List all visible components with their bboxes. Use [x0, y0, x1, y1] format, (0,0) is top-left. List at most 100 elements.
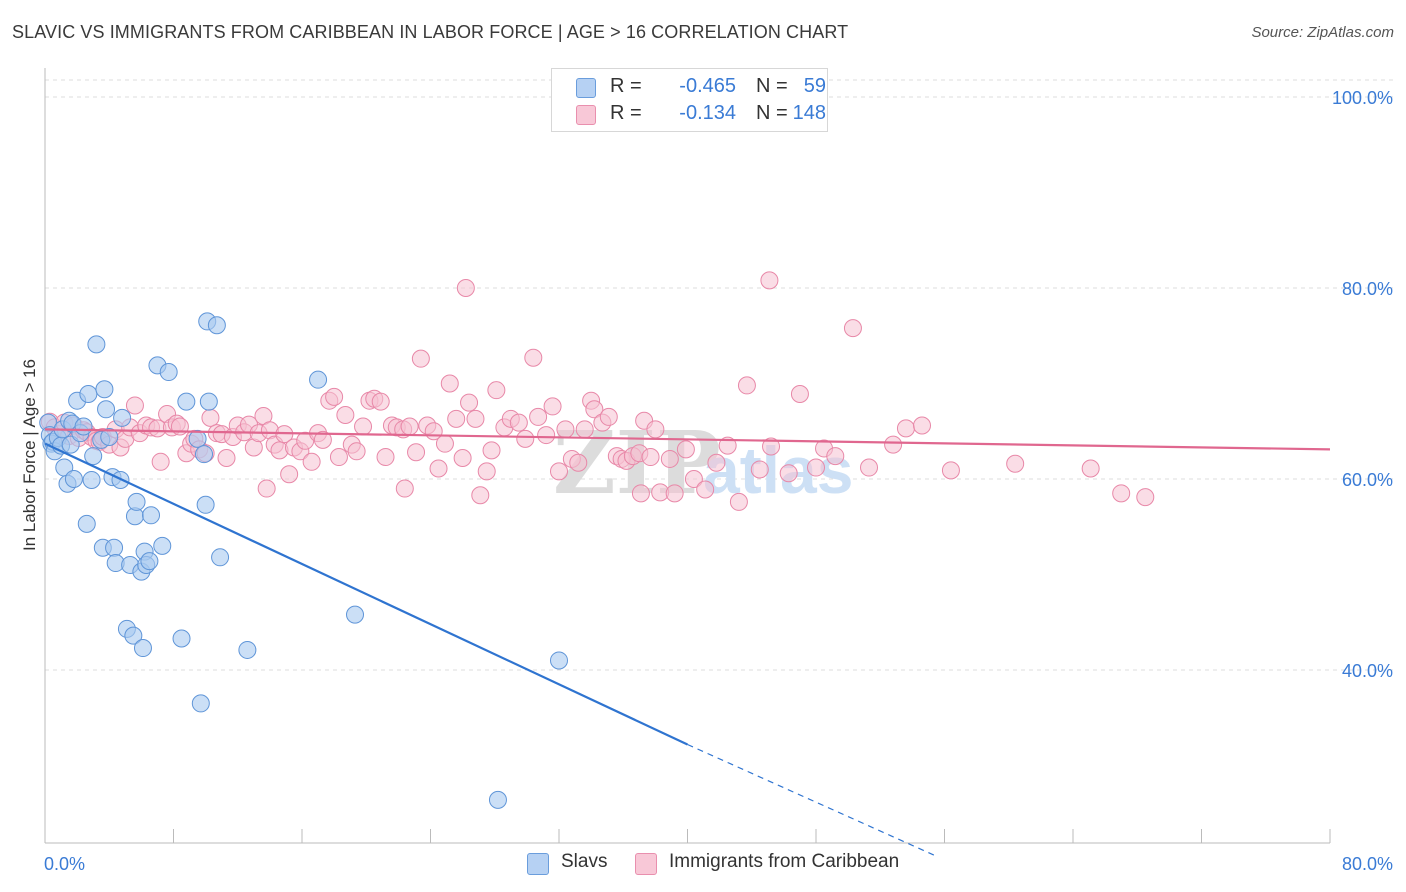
- slavs-point: [84, 447, 103, 466]
- r-value: -0.134: [679, 102, 736, 124]
- caribbean-point: [354, 417, 373, 436]
- caribbean-point: [509, 413, 528, 432]
- caribbean-point: [482, 441, 501, 460]
- slavs-point: [346, 605, 365, 624]
- caribbean-point: [1081, 459, 1100, 478]
- caribbean-point: [556, 420, 575, 439]
- caribbean-point: [1136, 488, 1155, 507]
- n-label: N =: [756, 102, 788, 124]
- caribbean-point: [684, 470, 703, 488]
- caribbean-point: [1006, 454, 1025, 473]
- caribbean-point: [524, 348, 543, 367]
- caribbean-point: [302, 452, 321, 471]
- r-value: -0.465: [679, 75, 736, 97]
- caribbean-point: [447, 409, 466, 428]
- slavs-point: [309, 370, 328, 389]
- caribbean-point: [1112, 484, 1131, 503]
- caribbean-point: [325, 387, 344, 406]
- slavs-point: [82, 470, 101, 489]
- slavs-point: [79, 385, 98, 404]
- correlation-legend: R = -0.465 N = 59 R = -0.134 N = 148: [551, 68, 828, 132]
- caribbean-point: [941, 461, 960, 480]
- caribbean-point: [329, 448, 348, 467]
- caribbean-point: [529, 407, 548, 426]
- slavs-point: [188, 429, 207, 448]
- slavs-point: [97, 400, 116, 419]
- caribbean-point: [411, 349, 430, 368]
- caribbean-point: [201, 408, 220, 427]
- slavs-point: [195, 445, 214, 464]
- slavs-point: [159, 363, 178, 382]
- slavs-point: [153, 536, 172, 555]
- slavs-point: [199, 392, 218, 411]
- slavs-point: [488, 790, 507, 809]
- slavs-point: [211, 548, 230, 567]
- caribbean-point: [550, 462, 568, 481]
- y-tick-label: 100.0%: [1332, 88, 1393, 108]
- caribbean-point: [257, 479, 276, 498]
- caribbean-point: [471, 486, 490, 505]
- slavs-point: [64, 470, 83, 488]
- slavs-point: [177, 392, 196, 411]
- slavs-point: [87, 335, 106, 354]
- slavs-point: [61, 435, 80, 454]
- caribbean-point: [440, 374, 459, 393]
- n-value: 148: [792, 102, 826, 124]
- caribbean-point: [487, 381, 506, 400]
- slavs-point: [124, 626, 143, 645]
- slavs-point: [133, 639, 152, 658]
- gridlines: [45, 79, 1395, 671]
- caribbean-point: [665, 484, 684, 503]
- caribbean-point: [729, 492, 748, 511]
- caribbean-trendline: [44, 428, 1331, 451]
- slavs-point: [113, 408, 132, 427]
- caribbean-point: [860, 458, 879, 477]
- y-tick-label: 40.0%: [1342, 661, 1393, 681]
- caribbean-point: [807, 458, 825, 477]
- source-credit: Source: ZipAtlas.com: [1251, 24, 1394, 41]
- caribbean-point: [585, 400, 604, 419]
- caribbean-point: [453, 448, 472, 467]
- caribbean-point: [884, 435, 903, 454]
- slavs-point: [550, 651, 568, 670]
- caribbean-point: [696, 480, 715, 499]
- caribbean-point: [456, 279, 475, 297]
- chart-title: SLAVIC VS IMMIGRANTS FROM CARIBBEAN IN L…: [12, 22, 849, 42]
- slavs-point: [142, 506, 161, 525]
- caribbean-point: [896, 419, 915, 438]
- caribbean-point: [347, 442, 366, 461]
- slavs-swatch: [527, 853, 549, 875]
- caribbean-point: [371, 392, 390, 411]
- slavs-point: [127, 492, 146, 511]
- caribbean-point: [646, 420, 665, 439]
- caribbean-point: [543, 397, 562, 416]
- r-label: R =: [610, 102, 642, 124]
- slavs-point: [74, 417, 93, 436]
- caribbean-point: [280, 465, 299, 484]
- tick-labels: 100.0% 80.0% 60.0% 40.0% 0.0% 80.0%: [44, 88, 1393, 874]
- caribbean-point: [631, 484, 650, 503]
- slavs-swatch: [576, 78, 596, 98]
- caribbean-swatch: [576, 105, 596, 125]
- caribbean-point: [395, 479, 414, 498]
- caribbean-swatch: [635, 853, 657, 875]
- slavs-point: [207, 316, 226, 335]
- r-label: R =: [610, 75, 642, 97]
- caribbean-point: [217, 448, 236, 467]
- slavs-point: [238, 640, 257, 659]
- caribbean-label: Immigrants from Caribbean: [669, 851, 900, 872]
- caribbean-point: [460, 393, 479, 412]
- caribbean-point: [599, 407, 618, 426]
- caribbean-point: [826, 447, 845, 466]
- x-tick-label: 80.0%: [1342, 854, 1393, 874]
- caribbean-point: [313, 430, 332, 449]
- caribbean-point: [676, 440, 695, 459]
- caribbean-point: [151, 452, 170, 471]
- caribbean-point: [537, 426, 556, 445]
- caribbean-point: [569, 453, 588, 472]
- slavs-point: [95, 380, 114, 399]
- slavs-point: [77, 514, 96, 533]
- slavs-point: [105, 538, 124, 557]
- slavs-point: [172, 629, 191, 648]
